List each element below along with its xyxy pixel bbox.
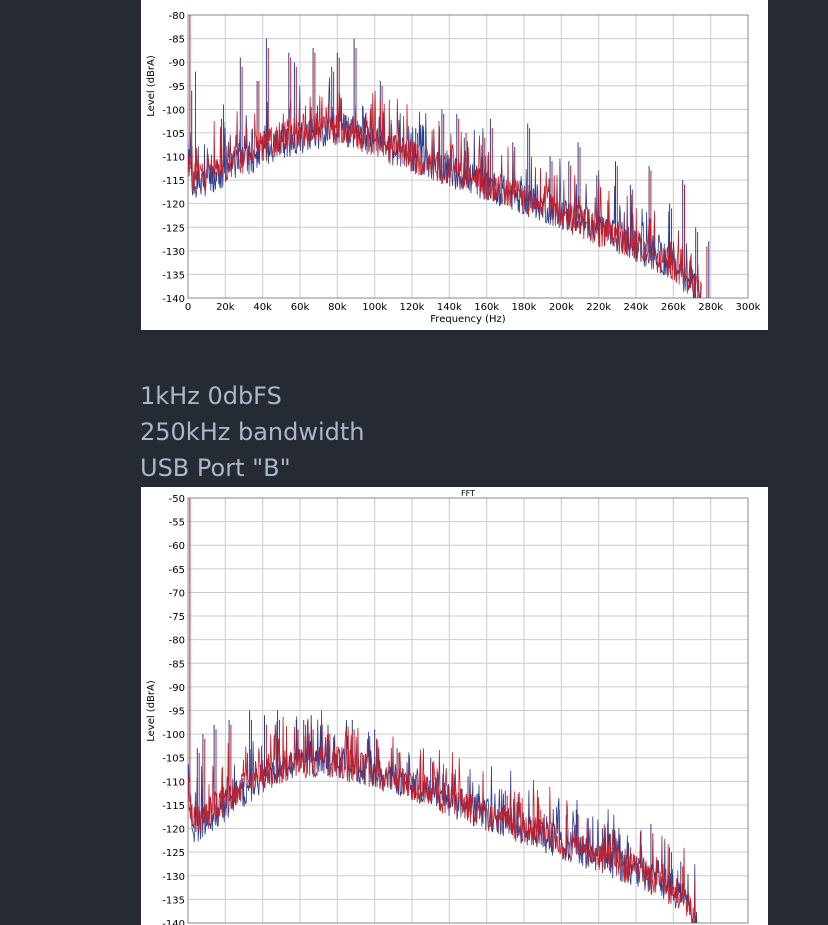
fft-chart-top: 0 20k 40k 60k 80k 100k 120k 140k 160k 180k 200k 220… [141,0,768,330]
y-tick-label: -95 [169,82,185,93]
measurement-caption: 1kHz 0dbFS 250kHz bandwidth USB Port "B" [140,378,365,486]
y-tick-label: -70 [169,588,185,599]
series-line [188,77,702,298]
y-tick-label: -85 [169,35,185,46]
fft-chart-top-svg: 0 20k 40k 60k 80k 100k 120k 140k 160k 180k 200k 220… [146,11,761,325]
y-tick-label: -100 [162,730,185,741]
y-tick-label: -100 [162,105,185,116]
x-tick-label: 200k [549,302,574,313]
y-tick-label: -125 [162,223,185,234]
y-tick-label: -140 [162,919,185,925]
y-tick-label: -120 [162,200,185,211]
series-line [188,710,698,923]
x-tick-label: 240k [624,302,649,313]
series-line [188,716,696,923]
y-tick-label: -65 [169,565,185,576]
caption-bandwidth: 250kHz bandwidth [140,418,365,446]
x-tick-label: 100k [362,302,387,313]
x-tick-label: 20k [216,302,235,313]
y-tick-label: -50 [169,494,185,505]
y-tick-label: -105 [162,754,185,765]
x-tick-label: 80k [328,302,347,313]
x-tick-label: 300k [736,302,761,313]
y-tick-label: -125 [162,848,185,859]
y-tick-label: -110 [162,153,185,164]
y-tick-label: -80 [169,11,185,22]
fft-chart-bottom-svg: FFT020k40k60k80k100k120k140k160k180k200k… [146,489,749,925]
y-tick-label: -90 [169,683,185,694]
x-tick-label: 160k [474,302,499,313]
y-tick-label: -75 [169,612,185,623]
caption-signal: 1kHz 0dbFS [140,382,282,410]
y-tick-label: -95 [169,707,185,718]
y-tick-label: -55 [169,518,185,529]
y-tick-label: -110 [162,777,185,788]
chart-title: FFT [461,489,475,498]
y-tick-label: -90 [169,58,185,69]
series-line [188,90,702,298]
y-tick-label: -85 [169,659,185,670]
x-tick-label: 60k [291,302,310,313]
x-tick-label: 0 [185,302,191,313]
x-tick-label: 140k [437,302,462,313]
y-axis-label: Level (dBrA) [146,680,157,742]
y-tick-label: -140 [162,294,185,305]
y-tick-label: -130 [162,872,185,883]
x-tick-label: 220k [586,302,611,313]
y-tick-label: -135 [162,270,185,281]
y-tick-label: -60 [169,541,185,552]
fft-chart-bottom: FFT020k40k60k80k100k120k140k160k180k200k… [141,487,768,925]
y-tick-label: -120 [162,825,185,836]
x-tick-label: 260k [661,302,686,313]
y-tick-label: -105 [162,129,185,140]
y-tick-label: -115 [162,176,185,187]
x-tick-label: 280k [698,302,723,313]
y-tick-label: -130 [162,247,185,258]
x-tick-label: 180k [512,302,537,313]
x-tick-label: 40k [253,302,272,313]
x-axis-label: Frequency (Hz) [430,314,506,325]
y-tick-label: -115 [162,801,185,812]
x-tick-label: 120k [400,302,425,313]
plot-frame [187,497,749,924]
y-tick-label: -80 [169,636,185,647]
y-axis-label: Level (dBrA) [146,55,157,117]
y-tick-label: -135 [162,895,185,906]
caption-usb-port: USB Port "B" [140,454,291,482]
